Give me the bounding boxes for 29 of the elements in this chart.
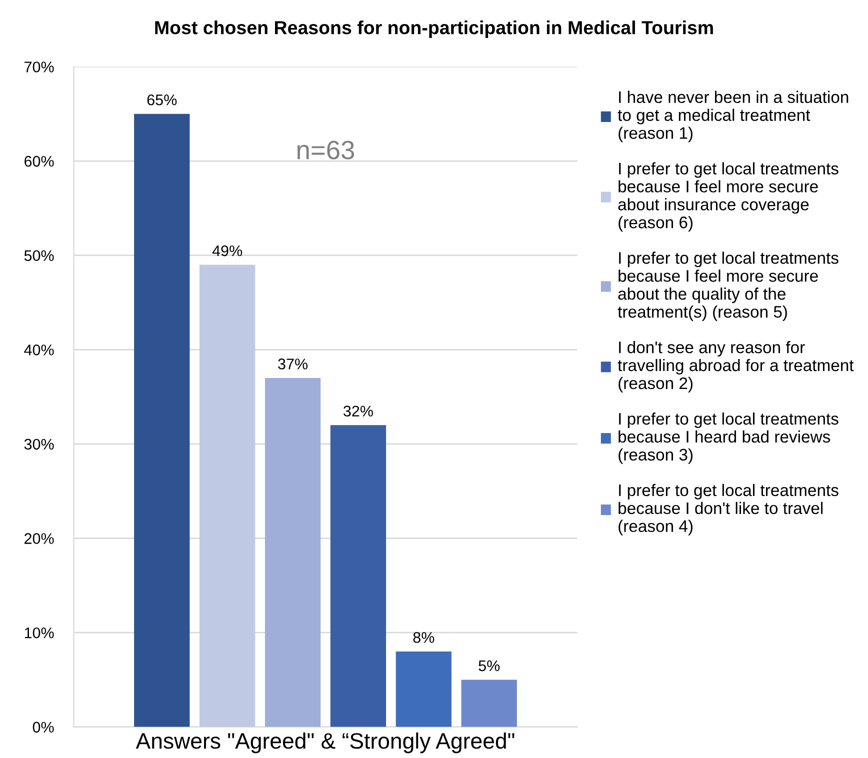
bar xyxy=(200,264,256,727)
bar xyxy=(264,378,321,727)
bar xyxy=(396,651,452,727)
y-tick-label: 20% xyxy=(24,533,54,544)
bar xyxy=(461,680,517,727)
y-tick-label: 30% xyxy=(24,438,54,450)
data-label: 49% xyxy=(212,245,242,256)
legend-label: I prefer to get local treatments because I don't like to travel (reason 4) xyxy=(618,484,838,536)
bar xyxy=(330,425,386,727)
data-label: 65% xyxy=(147,94,177,106)
legend-label: I prefer to get local treatments because I feel more secure about insurance coverage (reason 6) xyxy=(618,162,838,232)
bar xyxy=(134,114,190,727)
y-tick-label: 50% xyxy=(24,250,54,262)
y-tick-label: 60% xyxy=(24,156,54,167)
legend-label: I prefer to get local treatments because I heard bad reviews (reason 3) xyxy=(618,412,838,464)
data-label: 37% xyxy=(278,358,308,370)
y-tick-label: 0% xyxy=(32,722,54,733)
data-label: 8% xyxy=(413,632,434,643)
y-tick-label: 40% xyxy=(24,344,54,356)
y-tick-label: 70% xyxy=(24,62,54,72)
x-tick-label: Answers "Agreed" & “Strongly Agreed" xyxy=(136,732,514,754)
legend-label: I have never been in a situation to get a medical treatment (reason 1) xyxy=(618,90,848,142)
chart-title: Most chosen Reasons for non-participation in Medical Tourism xyxy=(155,20,713,38)
data-label: 32% xyxy=(344,406,373,417)
legend-label: I prefer to get local treatments because I feel more secure about the quality of the treatment(s) (reason 5) xyxy=(618,252,838,322)
data-label: 5% xyxy=(478,660,500,672)
legend-label: I don't see any reason for travelling abroad for a treatment (reason 2) xyxy=(618,341,854,392)
y-tick-label: 10% xyxy=(24,627,54,638)
annotation: n=63 xyxy=(298,140,354,160)
